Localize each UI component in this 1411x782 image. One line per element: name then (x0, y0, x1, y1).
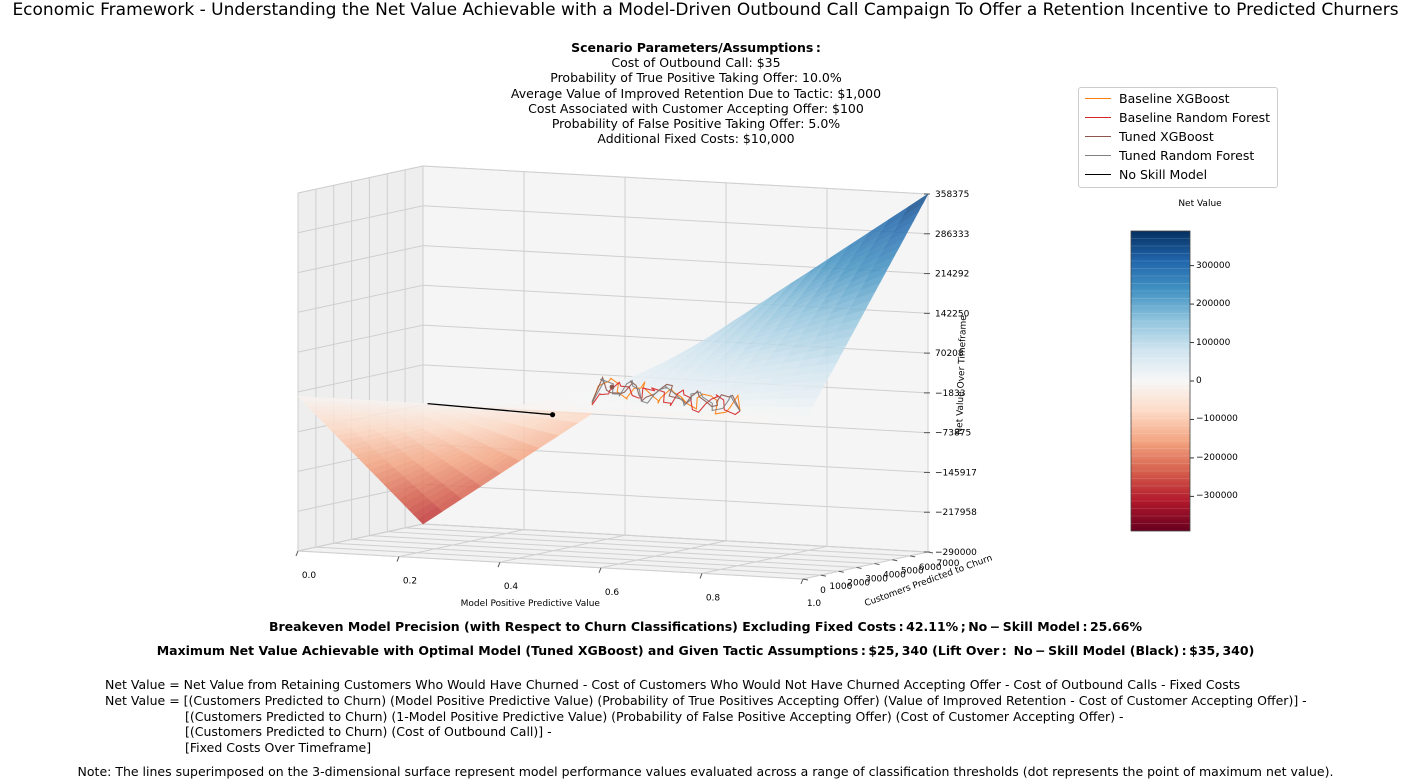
z-tick-label: −145917 (935, 468, 977, 478)
legend-item: Tuned Random Forest (1085, 146, 1254, 164)
legend-label: Baseline Random Forest (1119, 109, 1271, 125)
formula-line: Net Value = [(Customers Predicted to Chu… (105, 692, 1307, 708)
param-line: Average Value of Improved Retention Due … (510, 85, 882, 101)
legend-swatch (1085, 116, 1111, 118)
x-tick-label: 0.6 (605, 588, 620, 598)
formula-line: [(Customers Predicted to Churn) (1-Model… (185, 708, 1124, 724)
y-tick (802, 578, 809, 581)
legend-swatch (1085, 135, 1111, 137)
legend-label: Baseline XGBoost (1119, 90, 1230, 106)
colorbar-title: Net Value (1178, 199, 1222, 209)
colorbar-tick-label: 100000 (1196, 337, 1231, 348)
baseline-random-forest-line (591, 381, 741, 416)
x-tick-label: 1.0 (807, 599, 822, 609)
colorbar-tick-label: 0 (1196, 376, 1202, 386)
legend: Baseline XGBoost Baseline Random Forest … (1078, 87, 1278, 188)
y-tick-label: 3000 (865, 574, 888, 584)
x-tick-label: 0.2 (403, 577, 417, 587)
y-tick-label: 0 (820, 586, 826, 596)
x-tick-label: 0.8 (706, 593, 721, 603)
x-tick (800, 578, 804, 585)
z-gridline (297, 205, 929, 235)
z-tick-label: −1833 (935, 389, 965, 399)
legend-item: Tuned XGBoost (1085, 127, 1214, 145)
optimal-max-dot (609, 384, 615, 390)
formula-line: Net Value = Net Value from Retaining Cus… (105, 677, 1241, 692)
colorbar-tick-label: −200000 (1196, 452, 1238, 463)
z-tick-label: 70208 (935, 349, 964, 359)
y-tick-label: 7000 (937, 559, 960, 569)
tuned-xgboost-line (591, 375, 741, 412)
y-tick (856, 566, 862, 569)
z-tick-label: −73875 (935, 429, 971, 439)
formula-line: [Fixed Costs Over Timeframe] (185, 740, 372, 756)
legend-item: No Skill Model (1085, 165, 1207, 183)
no-skill-line (427, 402, 553, 416)
y-tick (910, 555, 916, 558)
y-tick (892, 559, 898, 562)
z-tick-label: −217958 (935, 508, 977, 518)
tuned-random-forest-line (591, 378, 741, 412)
legend-item: Baseline XGBoost (1085, 89, 1230, 107)
param-line: Cost Associated with Customer Accepting … (528, 100, 864, 116)
legend-swatch (1085, 97, 1111, 99)
y-tick-label: 1000 (829, 582, 852, 592)
no-skill-max-dot (549, 412, 556, 418)
y-tick (820, 574, 826, 577)
page-title: Economic Framework - Understanding the N… (12, 0, 1399, 20)
z-gridline (297, 245, 929, 275)
colorbar-gradient (1130, 230, 1191, 532)
z-tick-label: 214292 (935, 270, 969, 280)
z-gridline (297, 165, 929, 195)
z-tick-label: −290000 (935, 548, 977, 558)
footnote: Note: The lines superimposed on the 3-di… (77, 764, 1334, 779)
y-tick-label: 2000 (847, 578, 870, 588)
x-tick (598, 567, 602, 573)
z-axis-label: Net Value Over Timeframe (955, 315, 969, 435)
z-tick-label: 358375 (935, 190, 969, 200)
param-line: Probability of True Positive Taking Offe… (550, 70, 842, 86)
x-tick (497, 562, 501, 568)
colorbar-tick-label: 300000 (1196, 260, 1231, 271)
y-tick-label: 4000 (883, 571, 906, 581)
scenario-parameters: Scenario Parameters/Assumptions : Cost o… (446, 40, 946, 146)
formula-line: [(Customers Predicted to Churn) (Cost of… (185, 724, 552, 740)
param-line: Additional Fixed Costs: $10,000 (597, 131, 795, 147)
x-tick-label: 0.0 (302, 571, 317, 581)
legend-item: Baseline Random Forest (1085, 108, 1270, 126)
y-tick (874, 563, 880, 566)
x-axis-label: Model Positive Predictive Value (461, 599, 601, 609)
x-tick (295, 550, 299, 557)
parameters-header: Scenario Parameters/Assumptions : (571, 40, 821, 55)
x-tick (699, 573, 703, 579)
z-tick-label: 142250 (935, 309, 970, 319)
legend-swatch (1085, 154, 1111, 156)
y-tick (838, 570, 844, 573)
param-line: Probability of False Positive Taking Off… (551, 116, 841, 132)
legend-label: Tuned Random Forest (1119, 147, 1255, 163)
legend-swatch (1085, 173, 1111, 175)
max-net-value-text: Maximum Net Value Achievable with Optima… (156, 643, 1255, 658)
y-tick-label: 6000 (919, 563, 942, 573)
z-tick-label: 286333 (935, 230, 969, 240)
x-tick-label: 0.4 (504, 582, 519, 592)
legend-label: No Skill Model (1119, 166, 1208, 182)
formula-block: Net Value = Net Value from Retaining Cus… (105, 677, 1307, 756)
y-tick-label: 5000 (901, 567, 924, 577)
colorbar-tick-label: −100000 (1196, 414, 1238, 425)
breakeven-text: Breakeven Model Precision (with Respect … (268, 619, 1143, 634)
colorbar-tick-label: 200000 (1196, 299, 1231, 310)
colorbar-tick-label: −300000 (1196, 491, 1238, 502)
param-line: Cost of Outbound Call: $35 (611, 55, 781, 71)
x-tick (396, 556, 400, 562)
legend-label: Tuned XGBoost (1119, 128, 1214, 144)
